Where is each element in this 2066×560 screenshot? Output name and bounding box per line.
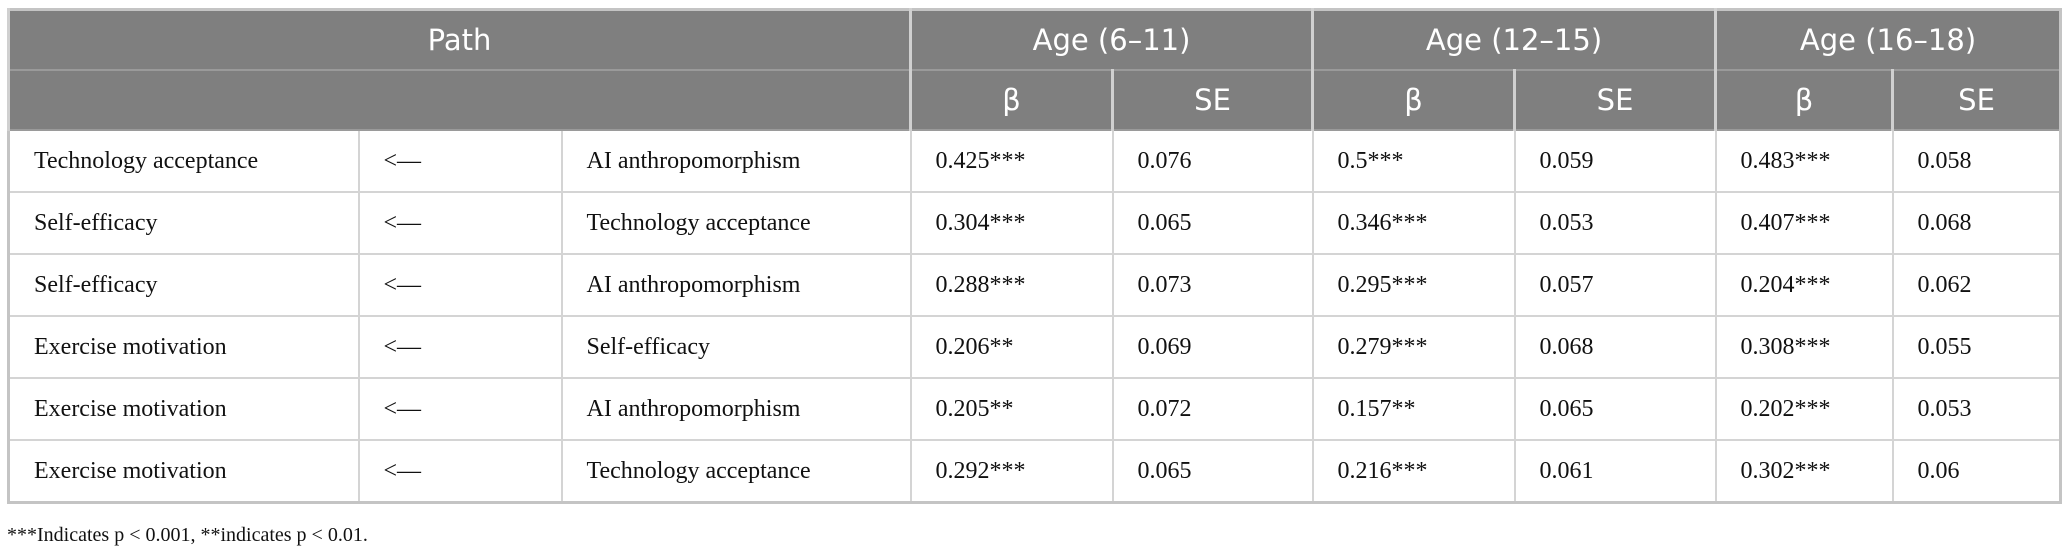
table-cell: 0.059 (1513, 129, 1717, 193)
table-cell: <— (357, 253, 563, 317)
table-cell: Technology acceptance (7, 129, 360, 193)
subheader-row: β SE β SE β SE (6, 70, 2061, 131)
table-row: Technology acceptance <— AI anthropomorphi… (7, 129, 2062, 193)
table-cell: 0.205** (909, 377, 1114, 441)
table-cell: 0.206** (909, 315, 1114, 379)
table-cell: 0.062 (1891, 253, 2062, 317)
table-cell: 0.065 (1513, 377, 1717, 441)
table-cell: 0.073 (1111, 253, 1314, 317)
footnote: ***Indicates p < 0.001, **indicates p < … (7, 524, 368, 546)
table-row: Self-efficacy <— Technology acceptance 0.30… (7, 191, 2062, 255)
table-cell: Self-efficacy (560, 315, 912, 379)
table-cell: 0.058 (1891, 129, 2062, 193)
table-cell: 0.308*** (1714, 315, 1894, 379)
subheader: β (909, 70, 1113, 131)
table-cell: 0.069 (1111, 315, 1314, 379)
table-cell: 0.216*** (1311, 439, 1516, 504)
table-cell: AI anthropomorphism (560, 377, 912, 441)
subheader: β (1311, 70, 1515, 131)
table-cell: 0.279*** (1311, 315, 1516, 379)
table-cell: 0.065 (1111, 439, 1314, 504)
table-cell: <— (357, 129, 563, 193)
subheader: SE (1111, 70, 1313, 131)
table-cell: Exercise motivation (7, 439, 360, 504)
table-row: Exercise motivation <— AI anthropomorphism… (7, 377, 2062, 441)
table-cell: 0.346*** (1311, 191, 1516, 255)
table-row: Exercise motivation <— Technology acceptan… (7, 439, 2062, 504)
table-cell: 0.295*** (1311, 253, 1516, 317)
table-cell: Exercise motivation (7, 315, 360, 379)
table-cell: 0.06 (1891, 439, 2062, 504)
group-header: Age (12–15) (1311, 9, 1716, 71)
table-cell: 0.202*** (1714, 377, 1894, 441)
group-header: Age (16–18) (1714, 9, 2061, 71)
table-cell: 0.053 (1513, 191, 1717, 255)
group-header: Age (6–11) (909, 9, 1313, 71)
table-cell: 0.068 (1513, 315, 1717, 379)
subheader: SE (1513, 70, 1716, 131)
table-cell: <— (357, 439, 563, 504)
table-cell: 0.483*** (1714, 129, 1894, 193)
table-cell: <— (357, 377, 563, 441)
table-cell: 0.053 (1891, 377, 2062, 441)
table-cell: 0.068 (1891, 191, 2062, 255)
table-cell: 0.061 (1513, 439, 1717, 504)
table-cell: 0.065 (1111, 191, 1314, 255)
table-cell: Technology acceptance (560, 439, 912, 504)
header-title: Path (6, 9, 911, 71)
table-cell: Self-efficacy (7, 191, 360, 255)
table-cell: 0.292*** (909, 439, 1114, 504)
subheader: SE (1891, 70, 2061, 131)
header-row: Path Age (6–11) Age (12–15) Age (16–18) (6, 9, 2061, 71)
table-cell: 0.5*** (1311, 129, 1516, 193)
table-row: Self-efficacy <— AI anthropomorphism 0.288*… (7, 253, 2062, 317)
table-cell: 0.304*** (909, 191, 1114, 255)
table-cell: 0.288*** (909, 253, 1114, 317)
table-cell: 0.057 (1513, 253, 1717, 317)
table-row: Exercise motivation <— Self-efficacy 0.206*… (7, 315, 2062, 379)
table-cell: AI anthropomorphism (560, 129, 912, 193)
table-cell: <— (357, 315, 563, 379)
table-cell: Self-efficacy (7, 253, 360, 317)
table-cell: <— (357, 191, 563, 255)
results-table: Path Age (6–11) Age (12–15) Age (16–18) β SE β… (6, 8, 2063, 504)
table-cell: 0.076 (1111, 129, 1314, 193)
subheader: β (1714, 70, 1893, 131)
table-cell: 0.072 (1111, 377, 1314, 441)
table-cell: 0.407*** (1714, 191, 1894, 255)
table-cell: 0.425*** (909, 129, 1114, 193)
table-cell: 0.302*** (1714, 439, 1894, 504)
table-cell: AI anthropomorphism (560, 253, 912, 317)
header-blank (6, 70, 911, 131)
table-cell: 0.055 (1891, 315, 2062, 379)
table-cell: Technology acceptance (560, 191, 912, 255)
table-cell: Exercise motivation (7, 377, 360, 441)
table-cell: 0.157** (1311, 377, 1516, 441)
table-cell: 0.204*** (1714, 253, 1894, 317)
